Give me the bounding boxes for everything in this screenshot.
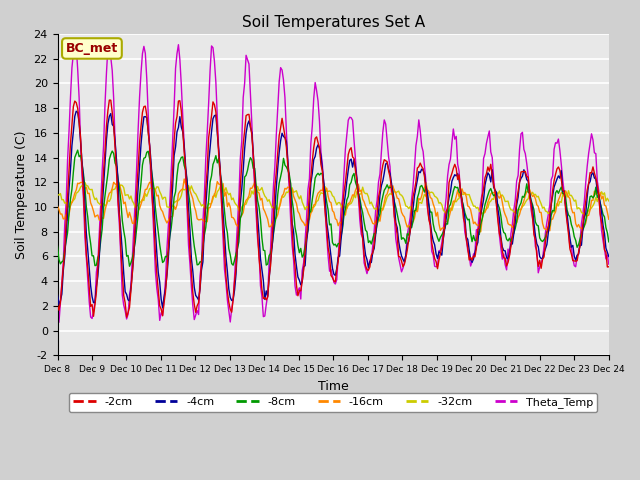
- -2cm: [72, 100, 80, 106]
- -2cm: [123, 314, 131, 320]
- Theta_Temp: [604, 252, 611, 258]
- -2cm: [90, 313, 97, 319]
- -4cm: [604, 249, 611, 255]
- -4cm: [605, 253, 612, 259]
- -32cm: [339, 206, 346, 212]
- -16cm: [339, 222, 346, 228]
- -8cm: [604, 230, 611, 236]
- -16cm: [448, 204, 456, 210]
- -8cm: [449, 188, 457, 194]
- X-axis label: Time: Time: [318, 380, 349, 393]
- -32cm: [530, 192, 538, 198]
- -8cm: [74, 147, 81, 153]
- -8cm: [340, 212, 348, 218]
- Theta_Temp: [55, 319, 63, 325]
- -16cm: [477, 229, 484, 235]
- -32cm: [91, 197, 99, 203]
- -4cm: [159, 305, 166, 311]
- -32cm: [604, 195, 611, 201]
- -16cm: [72, 187, 80, 193]
- -4cm: [54, 292, 61, 298]
- -16cm: [180, 176, 188, 182]
- Theta_Temp: [532, 244, 540, 250]
- Line: -4cm: -4cm: [58, 111, 609, 308]
- -32cm: [448, 207, 456, 213]
- Text: BC_met: BC_met: [66, 42, 118, 55]
- -16cm: [532, 196, 540, 202]
- -16cm: [90, 208, 97, 214]
- Theta_Temp: [74, 66, 81, 72]
- -2cm: [604, 264, 611, 270]
- -2cm: [449, 165, 457, 171]
- -8cm: [532, 219, 540, 225]
- -4cm: [532, 233, 540, 239]
- -4cm: [74, 109, 81, 115]
- -2cm: [340, 190, 348, 195]
- -32cm: [605, 198, 612, 204]
- Theta_Temp: [449, 126, 457, 132]
- -2cm: [605, 264, 612, 270]
- Line: -8cm: -8cm: [58, 150, 609, 266]
- -32cm: [582, 213, 589, 219]
- Line: -16cm: -16cm: [58, 179, 609, 232]
- Theta_Temp: [340, 171, 348, 177]
- -2cm: [54, 302, 61, 308]
- -4cm: [72, 108, 80, 114]
- -32cm: [54, 192, 61, 197]
- -16cm: [54, 203, 61, 209]
- Y-axis label: Soil Temperature (C): Soil Temperature (C): [15, 131, 28, 259]
- Line: -2cm: -2cm: [58, 100, 609, 317]
- -4cm: [91, 300, 99, 305]
- -8cm: [91, 263, 99, 268]
- -2cm: [532, 237, 540, 242]
- Theta_Temp: [54, 309, 61, 314]
- Theta_Temp: [91, 299, 99, 305]
- -32cm: [81, 180, 89, 185]
- -8cm: [125, 264, 133, 269]
- -8cm: [72, 151, 80, 156]
- Theta_Temp: [605, 261, 612, 267]
- Line: Theta_Temp: Theta_Temp: [58, 39, 609, 322]
- Legend: -2cm, -4cm, -8cm, -16cm, -32cm, Theta_Temp: -2cm, -4cm, -8cm, -16cm, -32cm, Theta_Te…: [69, 393, 597, 412]
- -32cm: [72, 191, 80, 196]
- -16cm: [604, 209, 611, 215]
- -8cm: [605, 239, 612, 245]
- -8cm: [54, 243, 61, 249]
- -16cm: [605, 216, 612, 222]
- -4cm: [340, 202, 348, 208]
- -2cm: [106, 97, 113, 103]
- Line: -32cm: -32cm: [58, 182, 609, 216]
- -4cm: [449, 175, 457, 180]
- Title: Soil Temperatures Set A: Soil Temperatures Set A: [241, 15, 425, 30]
- Theta_Temp: [106, 36, 113, 42]
